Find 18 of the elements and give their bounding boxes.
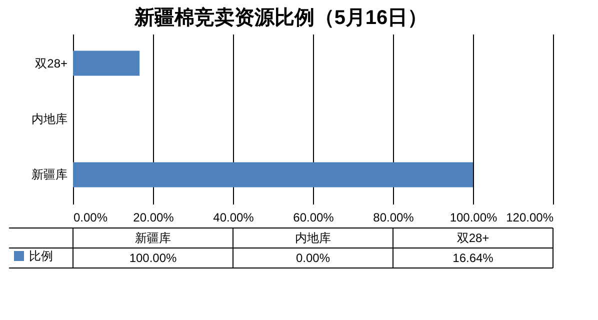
x-tick-label: 20.00% xyxy=(133,210,174,224)
x-tick-label: 0.00% xyxy=(74,210,108,224)
y-tick-label: 内地库 xyxy=(32,112,68,126)
x-tick-label: 40.00% xyxy=(213,210,254,224)
category-label: 新疆库 xyxy=(135,231,171,245)
y-tick-label: 双28+ xyxy=(35,56,68,70)
legend-label: 比例 xyxy=(29,249,53,263)
x-tick-label: 100.00% xyxy=(450,210,498,224)
category-label: 双28+ xyxy=(456,231,490,245)
text: 100.00% xyxy=(129,251,178,265)
category-label: 内地库 xyxy=(295,231,331,245)
x-tick-label: 120.00% xyxy=(506,210,554,224)
chart-title: 新疆棉竞卖资源比例（5月16日） xyxy=(133,6,428,29)
x-tick-label: 60.00% xyxy=(293,210,334,224)
y-tick-label: 新疆库 xyxy=(32,168,68,182)
x-tick-label: 80.00% xyxy=(373,210,414,224)
text: 16.64% xyxy=(452,251,494,265)
text: 0.00% xyxy=(296,251,330,265)
